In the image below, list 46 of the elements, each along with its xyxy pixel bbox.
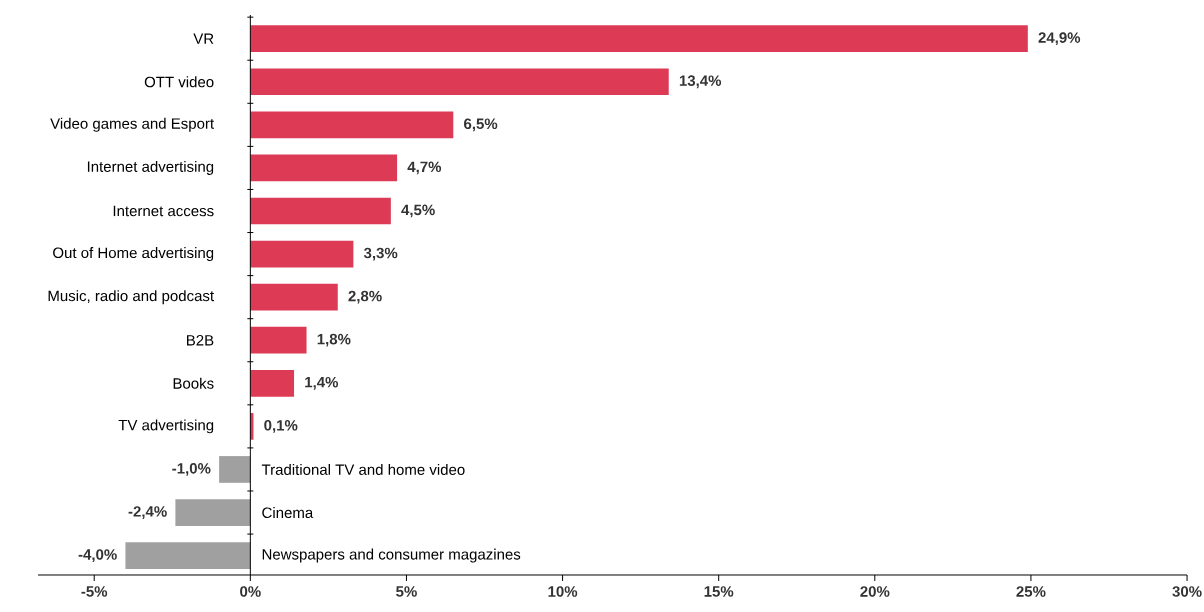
y-tick-label: Traditional TV and home video — [261, 463, 465, 475]
data-label: 13,4% — [679, 75, 722, 89]
data-label: 4,5% — [401, 204, 435, 218]
data-label: 24,9% — [1038, 32, 1081, 46]
bar — [250, 68, 669, 96]
data-label: -4,0% — [78, 549, 117, 563]
x-tick-label: 0% — [240, 586, 261, 597]
bar — [250, 25, 1028, 53]
x-tick-label: 15% — [704, 586, 734, 597]
data-label: 3,3% — [363, 247, 398, 261]
bar — [250, 283, 338, 311]
data-label: -1,0% — [172, 463, 211, 476]
y-tick-label: OTT video — [144, 76, 214, 88]
y-tick-label: Cinema — [262, 507, 314, 519]
y-tick-label: Music, radio and podcast — [48, 290, 214, 305]
y-tick-label: Internet access — [113, 205, 214, 217]
x-tick-label: 10% — [548, 586, 578, 597]
data-label: 1,4% — [305, 376, 339, 390]
bar — [250, 326, 307, 354]
data-label: 1,8% — [317, 333, 351, 347]
x-tick-label: 30% — [1172, 586, 1202, 597]
y-tick-label: B2B — [187, 334, 214, 346]
y-tick-label: Books — [173, 377, 214, 389]
x-tick-label: 25% — [1016, 586, 1046, 597]
data-label: 0,1% — [264, 419, 298, 433]
y-tick-label: Out of Home advertising — [53, 247, 214, 262]
bar — [250, 154, 398, 182]
bar — [250, 197, 391, 225]
data-label: 6,5% — [464, 118, 498, 132]
x-tick-label: 20% — [860, 586, 890, 597]
y-tick-label: TV advertising — [118, 419, 214, 434]
x-tick-label: 5% — [396, 586, 417, 597]
y-tick-label: Newspapers and consumer magazines — [262, 548, 521, 563]
y-tick-label: VR — [193, 33, 214, 44]
data-label: -2,4% — [128, 506, 167, 519]
data-label: 4,7% — [407, 161, 442, 175]
bar — [219, 456, 251, 483]
bar — [250, 240, 354, 268]
y-tick-label: Internet advertising — [87, 160, 214, 175]
bar — [125, 542, 251, 569]
bar — [250, 369, 295, 397]
y-tick-label: Video games and Esport — [50, 117, 214, 132]
x-tick-label: -5% — [81, 586, 108, 597]
bar — [250, 111, 454, 139]
data-label: 2,8% — [348, 290, 382, 304]
bar — [175, 499, 251, 526]
